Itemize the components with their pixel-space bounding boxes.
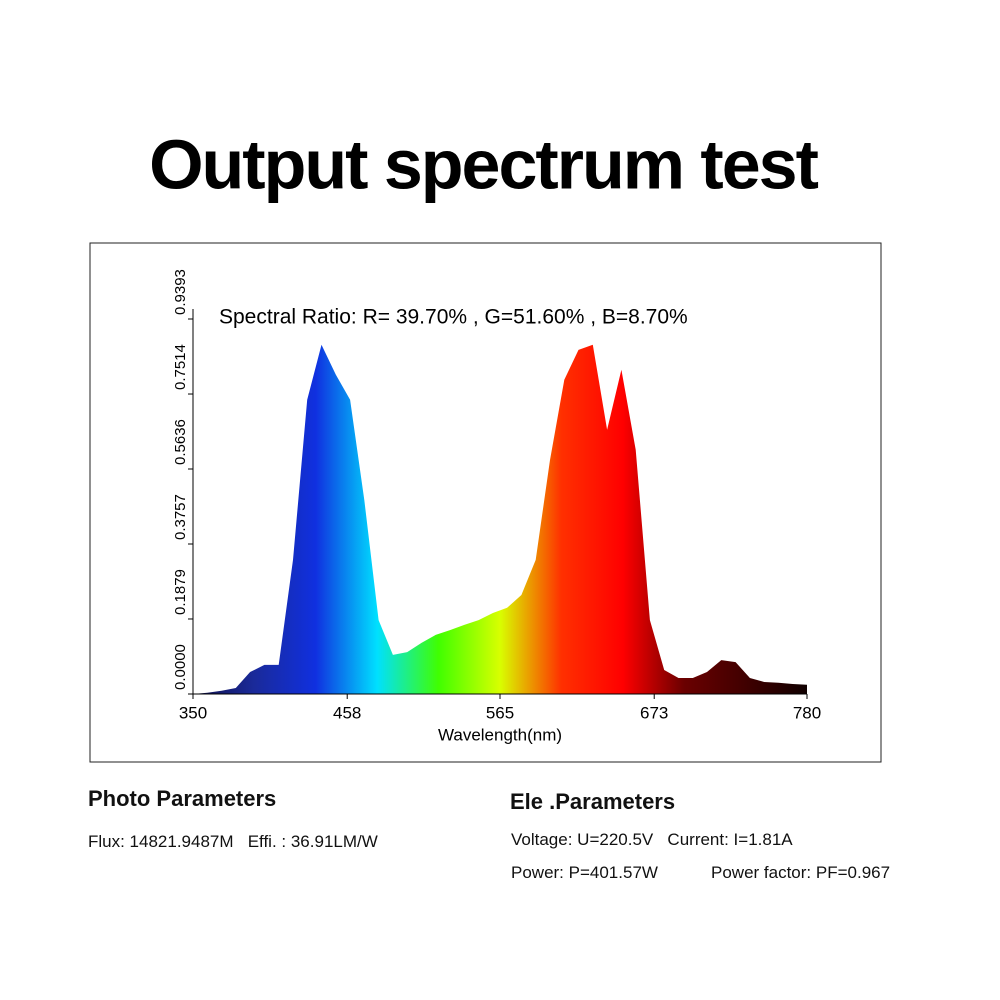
heading: Photo Parameters: [88, 786, 277, 811]
text: Power factor: PF=0.967: [711, 863, 891, 882]
heading: Ele .Parameters: [510, 789, 676, 814]
spectrum-area: [193, 344, 807, 694]
chart-frame: [89, 242, 882, 763]
y-tick-label: 0.9393: [172, 269, 189, 315]
annotation: Spectral Ratio: R= 39.70% , G=51.60% , B…: [219, 306, 688, 329]
y-tick-label: 0.7514: [172, 344, 189, 390]
x-tick-label: 780: [793, 703, 821, 722]
x-tick-label: 673: [640, 703, 668, 722]
y-tick-label: 0.0000: [172, 644, 189, 690]
chart: Output spectrum test Spectral Ratio: R= …: [89, 125, 882, 763]
x-tick-label: 350: [179, 703, 207, 722]
text: Power: P=401.57W: [511, 863, 658, 882]
y-tick-label: 0.3757: [172, 494, 189, 540]
chart-title: Output spectrum test: [149, 125, 819, 203]
x-tick-label: 565: [486, 703, 514, 722]
y-tick-label: 0.1879: [172, 569, 189, 615]
text: Flux: 14821.9487M Effi. : 36.91LM/W: [88, 832, 378, 851]
x-tick-label: 458: [333, 703, 361, 722]
y-tick-label: 0.5636: [172, 419, 189, 465]
text: Voltage: U=220.5V Current: I=1.81A: [511, 830, 793, 849]
x-axis-label: Wavelength(nm): [438, 725, 562, 744]
